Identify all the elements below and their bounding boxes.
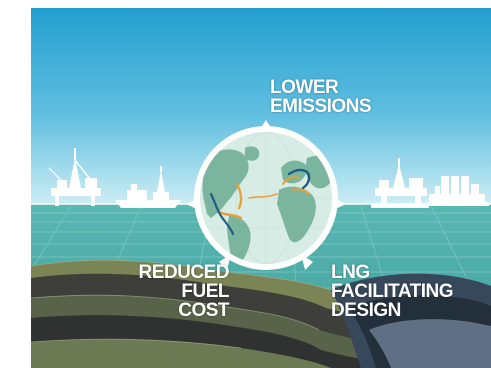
scene-svg [31, 8, 491, 368]
route-blue-europe [287, 168, 311, 190]
stratum-dome-3 [369, 319, 491, 368]
label-reduced-fuel-cost-line2: COST [178, 300, 229, 321]
route-orange-atlantic [248, 193, 278, 199]
label-lower-emissions-line1: LOWER [270, 77, 339, 98]
label-lng-facilitating-design-line1: LNG FACILITATING [331, 262, 454, 302]
route-blue-americas [209, 192, 235, 236]
lng-storage-tanks-icon [427, 176, 489, 206]
label-lng-facilitating-design-line2: DESIGN [331, 300, 401, 321]
south-america [227, 215, 251, 264]
semi-submersible-rig-icon [371, 158, 429, 208]
label-lower-emissions-line2: EMISSIONS [270, 96, 372, 117]
label-reduced-fuel-cost: REDUCED FUEL COST [89, 262, 230, 321]
illustration-scene: LOWER EMISSIONS REDUCED FUEL COST LNG FA… [31, 8, 491, 368]
label-lng-facilitating-design: LNG FACILITATING DESIGN [331, 263, 491, 320]
label-lower-emissions: LOWER EMISSIONS [270, 78, 380, 116]
drillship-icon [115, 166, 181, 208]
label-reduced-fuel-cost-line1: REDUCED FUEL [138, 262, 230, 302]
greenland [245, 146, 260, 161]
globe-icon [194, 126, 338, 270]
seabed-strata [31, 259, 491, 368]
drilling-rig-icon [48, 148, 101, 206]
route-orange-americas [217, 182, 243, 220]
africa [277, 186, 316, 243]
stratum-5 [31, 339, 331, 368]
route-orange-europe [282, 176, 310, 195]
